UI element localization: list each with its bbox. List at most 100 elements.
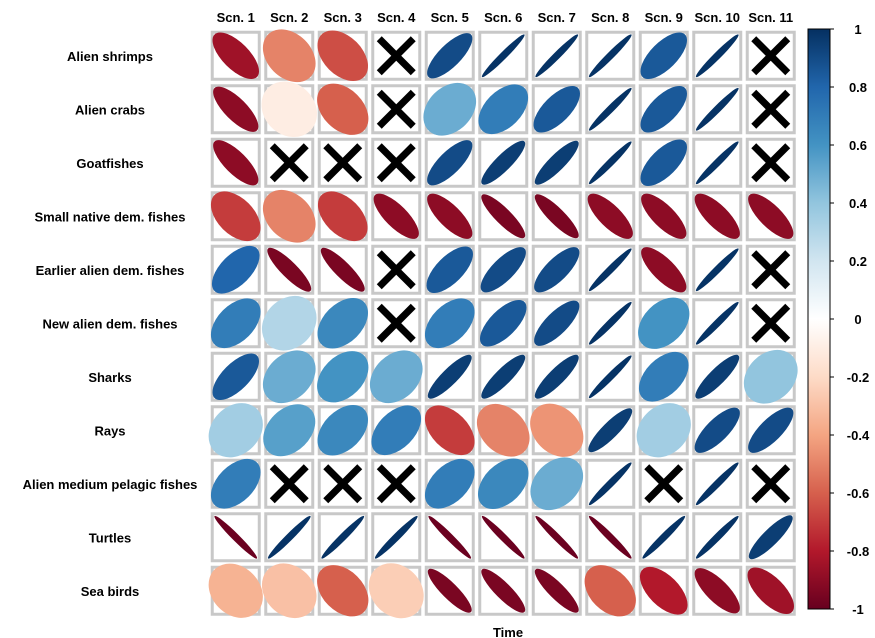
row-label-sharks: Sharks — [88, 370, 131, 385]
cell-alien-medium-pelagic-fishes-scn-9 — [638, 458, 689, 509]
cell-turtles-scn-2 — [264, 512, 315, 563]
correlation-ellipse — [476, 403, 530, 457]
color-bar-tick-label: -1 — [852, 602, 864, 617]
correlation-ellipse — [588, 34, 632, 78]
cell-goatfishes-scn-1 — [210, 137, 261, 188]
correlation-ellipse — [423, 82, 477, 136]
missing-cross — [269, 464, 309, 504]
cell-sharks-scn-6 — [478, 351, 529, 402]
correlation-ellipse — [534, 568, 579, 613]
cell-sharks-scn-10 — [692, 351, 743, 402]
cell-box — [585, 405, 636, 456]
correlation-ellipse — [642, 515, 686, 559]
correlation-ellipse — [588, 462, 632, 506]
row-label-small-native-dem-fishes: Small native dem. fishes — [34, 209, 185, 224]
row-labels: Alien shrimps Alien crabs Goatfishes Small … — [23, 49, 198, 599]
correlation-ellipse — [427, 354, 472, 399]
cell-turtles-scn-7 — [531, 512, 582, 563]
cell-new-alien-dem-fishes-scn-9 — [638, 297, 690, 349]
cell-sharks-scn-9 — [638, 351, 689, 402]
cell-turtles-scn-1 — [210, 512, 261, 563]
cell-alien-medium-pelagic-fishes-scn-5 — [424, 458, 475, 509]
correlation-ellipse — [748, 193, 794, 239]
correlation-ellipse — [369, 350, 423, 404]
correlation-ellipse — [638, 297, 690, 349]
cell-goatfishes-scn-4 — [371, 137, 422, 188]
cell-alien-medium-pelagic-fishes-scn-11 — [745, 458, 796, 509]
column-label-scn-4: Scn. 4 — [377, 10, 416, 25]
cell-sea-birds-scn-3 — [317, 565, 369, 617]
correlation-ellipse — [321, 515, 365, 559]
cell-alien-crabs-scn-7 — [531, 84, 582, 135]
cell-rays-scn-8 — [585, 405, 636, 456]
correlation-ellipse — [481, 34, 525, 78]
correlation-ellipse — [695, 462, 739, 506]
column-label-scn-3: Scn. 3 — [324, 10, 362, 25]
color-bar-tick-label: 0 — [854, 312, 861, 327]
cell-small-native-dem-fishes-scn-6 — [478, 191, 529, 242]
cell-small-native-dem-fishes-scn-8 — [585, 191, 636, 242]
missing-cross — [376, 303, 416, 343]
correlation-ellipse — [424, 405, 475, 456]
cell-alien-crabs-scn-1 — [210, 84, 261, 135]
correlation-ellipse — [426, 246, 473, 293]
cell-alien-medium-pelagic-fishes-scn-4 — [371, 458, 422, 509]
cell-turtles-scn-3 — [317, 512, 368, 563]
color-legend: 1 0.8 0.6 0.4 0.2 0 -0.2 -0.4 -0.6 -0.8 -1 — [807, 22, 870, 617]
correlation-ellipse — [317, 351, 369, 403]
cell-small-native-dem-fishes-scn-9 — [638, 191, 689, 242]
column-label-scn-8: Scn. 8 — [591, 10, 629, 25]
color-bar-tick-label: -0.2 — [847, 370, 869, 385]
cell-alien-shrimps-scn-3 — [317, 30, 369, 82]
column-label-scn-11: Scn. 11 — [748, 10, 793, 25]
missing-cross — [376, 36, 416, 76]
cell-alien-shrimps-scn-4 — [371, 30, 422, 81]
cell-alien-medium-pelagic-fishes-scn-2 — [264, 458, 315, 509]
cell-new-alien-dem-fishes-scn-8 — [585, 298, 636, 349]
column-labels: Scn. 1 Scn. 2 Scn. 3 Scn. 4 Scn. 5 Scn. 6 Scn.… — [217, 10, 794, 25]
correlation-ellipse — [212, 32, 259, 79]
row-label-turtles: Turtles — [89, 530, 131, 545]
correlation-ellipse — [534, 300, 580, 346]
cell-small-native-dem-fishes-scn-7 — [531, 191, 582, 242]
correlation-ellipse — [262, 29, 316, 83]
cell-new-alien-dem-fishes-scn-5 — [424, 298, 475, 349]
cell-small-native-dem-fishes-scn-3 — [317, 191, 368, 242]
correlation-ellipse — [211, 245, 260, 294]
correlation-ellipse — [743, 349, 798, 404]
cell-sharks-scn-8 — [585, 351, 636, 402]
correlation-ellipse — [317, 565, 369, 617]
cell-sea-birds-scn-8 — [584, 565, 636, 617]
cell-alien-shrimps-scn-6 — [478, 30, 529, 81]
color-bar-tick-label: 0.8 — [849, 80, 867, 95]
correlation-ellipse — [588, 248, 632, 292]
correlation-ellipse — [640, 32, 687, 79]
cell-rays-scn-1 — [208, 403, 263, 458]
row-label-alien-medium-pelagic-fishes: Alien medium pelagic fishes — [23, 477, 198, 492]
correlation-ellipse — [535, 515, 579, 559]
cell-sharks-scn-7 — [531, 351, 582, 402]
correlation-ellipse — [214, 515, 258, 559]
column-label-scn-2: Scn. 2 — [270, 10, 308, 25]
correlation-ellipse — [317, 30, 369, 82]
cell-alien-crabs-scn-5 — [423, 82, 477, 136]
missing-cross — [323, 143, 363, 183]
cell-small-native-dem-fishes-scn-10 — [692, 191, 743, 242]
row-label-new-alien-dem-fishes: New alien dem. fishes — [42, 316, 177, 331]
cell-alien-medium-pelagic-fishes-scn-8 — [585, 458, 636, 509]
correlation-ellipse — [748, 407, 794, 453]
cell-rays-scn-4 — [371, 405, 422, 456]
correlation-ellipse — [695, 354, 740, 399]
correlation-ellipse — [478, 84, 529, 135]
correlation-ellipse — [588, 301, 632, 345]
correlation-ellipse — [208, 563, 263, 618]
correlation-ellipse — [261, 563, 317, 619]
color-bar-tick-label: -0.4 — [847, 428, 870, 443]
correlation-ellipse — [477, 458, 529, 510]
correlation-ellipse — [695, 301, 739, 345]
cell-sharks-scn-4 — [369, 350, 423, 404]
missing-cross — [323, 464, 363, 504]
correlation-ellipse — [695, 87, 739, 131]
correlation-ellipse — [262, 350, 316, 404]
correlation-ellipse — [533, 86, 580, 133]
